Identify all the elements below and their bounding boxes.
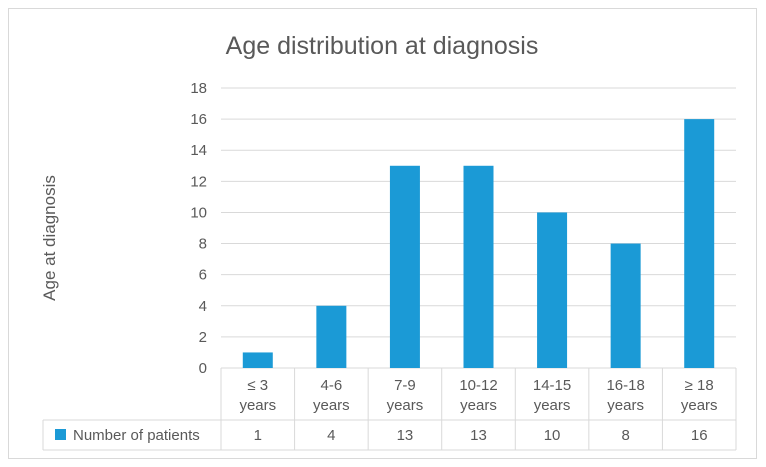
data-table-value: 8 bbox=[621, 427, 629, 444]
data-table-value: 13 bbox=[397, 427, 414, 444]
bars bbox=[242, 119, 715, 368]
bar bbox=[463, 165, 494, 368]
x-tick-label: 16-18 bbox=[606, 377, 644, 394]
data-table: ≤ 3 years 4-6 years 7-9 years 10-12 years 14-15 y… bbox=[42, 368, 737, 451]
y-axis-label: Age at diagnosis bbox=[40, 175, 59, 301]
y-tick-label: 18 bbox=[190, 80, 207, 97]
legend-label: Number of patients bbox=[73, 427, 200, 444]
x-tick-label: years bbox=[534, 397, 571, 414]
y-axis-ticks: 0 2 4 6 8 10 12 14 16 18 bbox=[190, 80, 207, 377]
y-tick-label: 0 bbox=[199, 360, 207, 377]
y-tick-label: 12 bbox=[190, 173, 207, 190]
data-table-value: 10 bbox=[544, 427, 561, 444]
bar bbox=[610, 243, 641, 368]
x-tick-label: years bbox=[313, 397, 350, 414]
y-tick-label: 8 bbox=[199, 236, 207, 253]
x-tick-label: years bbox=[239, 397, 276, 414]
y-tick-label: 2 bbox=[199, 329, 207, 346]
bar bbox=[316, 305, 347, 368]
bar bbox=[684, 119, 715, 368]
chart-frame: Age distribution at diagnosis Age at dia… bbox=[8, 8, 757, 459]
x-tick-label: ≤ 3 bbox=[247, 377, 268, 394]
bar-chart: Age distribution at diagnosis Age at dia… bbox=[40, 32, 737, 451]
data-table-value: 1 bbox=[254, 427, 262, 444]
data-table-value: 16 bbox=[691, 427, 708, 444]
bar bbox=[389, 165, 420, 368]
x-tick-label: 7-9 bbox=[394, 377, 416, 394]
bar bbox=[537, 212, 568, 368]
data-table-value: 4 bbox=[327, 427, 335, 444]
y-tick-label: 14 bbox=[190, 142, 207, 159]
x-tick-label: years bbox=[387, 397, 424, 414]
y-tick-label: 16 bbox=[190, 111, 207, 128]
data-table-value: 13 bbox=[470, 427, 487, 444]
x-tick-label: ≥ 18 bbox=[685, 377, 714, 394]
x-tick-label: 14-15 bbox=[533, 377, 571, 394]
y-tick-label: 4 bbox=[199, 298, 207, 315]
y-tick-label: 6 bbox=[199, 267, 207, 284]
x-tick-label: years bbox=[460, 397, 497, 414]
x-tick-label: years bbox=[607, 397, 644, 414]
x-tick-label: 4-6 bbox=[321, 377, 343, 394]
bar bbox=[242, 352, 273, 368]
y-tick-label: 10 bbox=[190, 204, 207, 221]
chart-title: Age distribution at diagnosis bbox=[226, 32, 539, 60]
x-tick-label: years bbox=[681, 397, 718, 414]
x-tick-label: 10-12 bbox=[459, 377, 497, 394]
legend-swatch bbox=[55, 429, 66, 440]
